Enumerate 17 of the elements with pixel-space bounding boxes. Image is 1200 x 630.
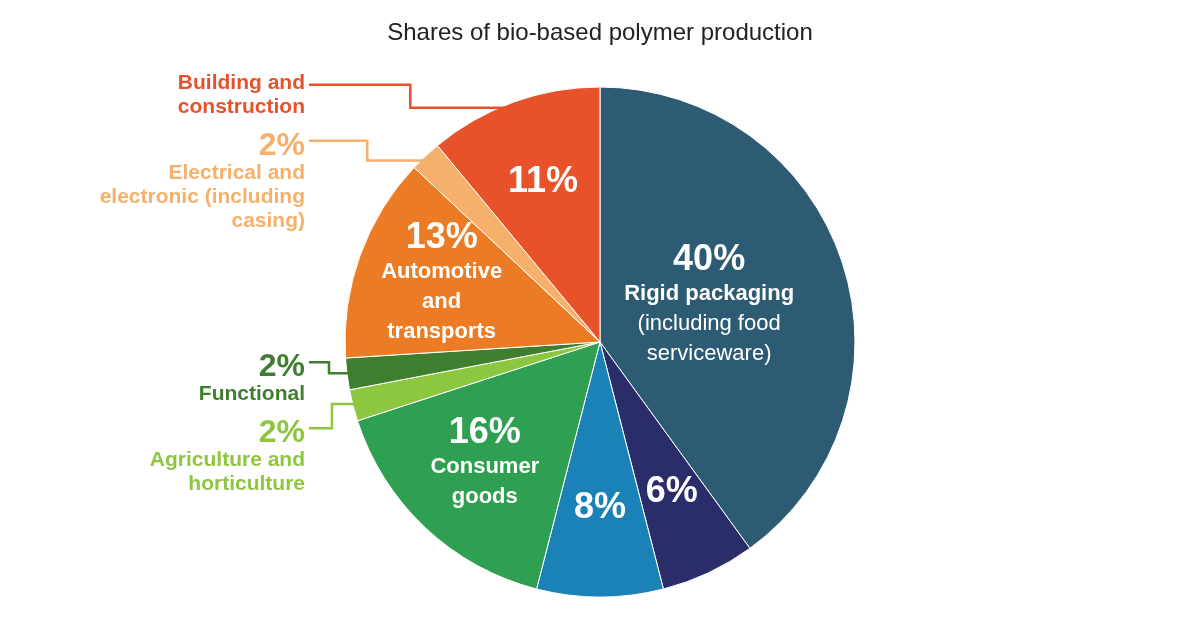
data-label: 11% (507, 158, 579, 200)
data-label: 16% (448, 409, 521, 451)
slice-label: Functional (198, 381, 305, 405)
data-label: 6% (645, 469, 698, 511)
slice-label: Consumer goods (430, 452, 540, 508)
data-label: 2% (258, 413, 305, 450)
slice-label: Agriculture and horticulture (149, 447, 305, 495)
data-label: 13% (405, 214, 478, 256)
chart-subtitle: Shares of bio-based polymer production (387, 18, 813, 45)
slice-label: Building and construction (177, 69, 305, 117)
slice-label: Electrical and electronic (including casing) (99, 159, 305, 231)
data-label: 2% (258, 125, 305, 162)
data-label: 8% (573, 485, 627, 527)
slice-label: Automotive and transports (381, 257, 503, 343)
data-label: 40% (673, 236, 746, 278)
data-label: 2% (258, 347, 305, 384)
slice-label: Rigid packaging (including food serviceware) (624, 279, 795, 365)
